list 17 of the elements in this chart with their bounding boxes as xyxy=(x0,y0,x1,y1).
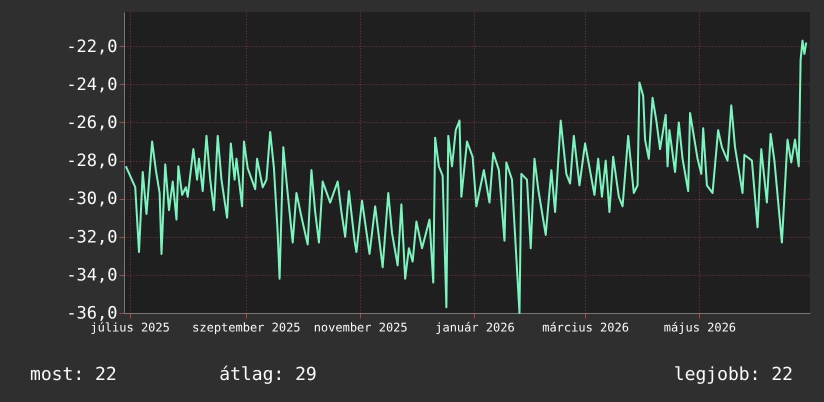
text: átlag: 29 xyxy=(219,364,317,385)
x-tick-label: szeptember 2025 xyxy=(192,320,301,334)
text: most: 22 xyxy=(30,364,117,385)
x-tick-label: január 2026 xyxy=(435,320,515,334)
y-tick-label: -30,0 xyxy=(66,189,118,210)
y-tick-label: -28,0 xyxy=(66,151,118,172)
y-tick-label: -32,0 xyxy=(66,227,118,248)
x-tick-label: november 2025 xyxy=(314,320,408,334)
x-tick-label: július 2025 xyxy=(90,320,170,334)
line-series xyxy=(124,40,808,314)
text: legjobb: 22 xyxy=(674,364,793,385)
x-tick-label: március 2026 xyxy=(542,320,629,334)
y-tick-label: -24,0 xyxy=(66,74,118,95)
y-tick-label: -22,0 xyxy=(66,36,118,57)
y-tick-label: -34,0 xyxy=(66,265,118,286)
y-tick-label: -26,0 xyxy=(66,112,118,133)
x-tick-label: május 2026 xyxy=(664,320,736,334)
